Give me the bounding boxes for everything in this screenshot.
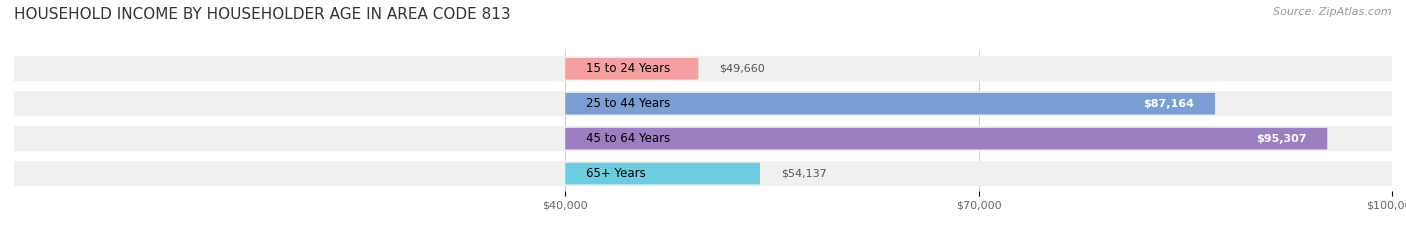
Text: $95,307: $95,307 xyxy=(1256,134,1306,144)
Text: HOUSEHOLD INCOME BY HOUSEHOLDER AGE IN AREA CODE 813: HOUSEHOLD INCOME BY HOUSEHOLDER AGE IN A… xyxy=(14,7,510,22)
Text: 15 to 24 Years: 15 to 24 Years xyxy=(586,62,671,75)
FancyBboxPatch shape xyxy=(14,56,1392,81)
FancyBboxPatch shape xyxy=(14,161,1392,186)
Text: $87,164: $87,164 xyxy=(1143,99,1195,109)
FancyBboxPatch shape xyxy=(565,163,761,185)
FancyBboxPatch shape xyxy=(565,128,1327,150)
Text: 25 to 44 Years: 25 to 44 Years xyxy=(586,97,671,110)
FancyBboxPatch shape xyxy=(14,91,1392,116)
Text: 45 to 64 Years: 45 to 64 Years xyxy=(586,132,671,145)
FancyBboxPatch shape xyxy=(565,93,1215,115)
Text: $54,137: $54,137 xyxy=(780,169,827,178)
Text: 65+ Years: 65+ Years xyxy=(586,167,645,180)
Text: $49,660: $49,660 xyxy=(718,64,765,74)
FancyBboxPatch shape xyxy=(565,58,699,80)
Text: Source: ZipAtlas.com: Source: ZipAtlas.com xyxy=(1274,7,1392,17)
FancyBboxPatch shape xyxy=(14,126,1392,151)
